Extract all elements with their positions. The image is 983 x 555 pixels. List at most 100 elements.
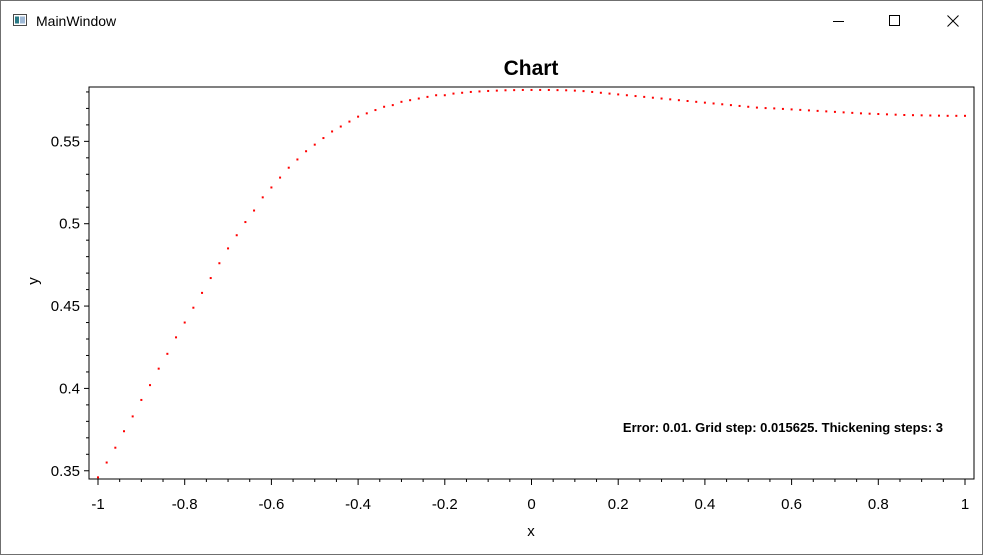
y-axis-title: y	[25, 277, 42, 285]
data-point	[582, 90, 585, 93]
data-point	[599, 91, 602, 94]
x-tick-label: -1	[91, 496, 104, 513]
data-point	[929, 114, 932, 117]
data-point	[721, 103, 724, 106]
data-point	[339, 125, 342, 128]
data-point	[183, 321, 186, 324]
data-point	[123, 430, 126, 433]
y-axis: 0.35 0.4 0.45 0.5 0.55	[51, 91, 89, 480]
data-point	[131, 415, 134, 418]
data-point	[547, 88, 550, 91]
data-point	[903, 114, 906, 116]
data-point	[201, 291, 204, 294]
data-point	[634, 95, 637, 98]
data-point	[764, 107, 767, 110]
data-point	[391, 104, 394, 107]
data-point	[114, 446, 117, 449]
data-point	[937, 114, 940, 117]
data-point	[643, 95, 646, 98]
data-point	[105, 461, 108, 464]
data-point	[461, 91, 464, 94]
y-tick-label: 0.55	[51, 133, 80, 150]
data-point	[729, 104, 732, 107]
data-point	[660, 97, 663, 100]
data-point	[964, 114, 966, 117]
data-point	[825, 110, 828, 113]
data-point	[331, 130, 334, 133]
minimize-button[interactable]	[816, 1, 862, 41]
data-point	[435, 94, 438, 97]
data-point	[400, 100, 403, 103]
data-point	[686, 100, 689, 102]
data-point	[677, 99, 680, 102]
data-point	[703, 101, 706, 104]
data-point	[409, 99, 412, 102]
data-point	[235, 234, 238, 237]
data-point	[573, 89, 576, 92]
close-button[interactable]	[930, 1, 976, 41]
chart: Chart 0.350.40.450.50.55 -1 -0.8 -0.6 -0.4-…	[25, 57, 975, 540]
data-point	[443, 94, 446, 97]
data-point	[261, 196, 264, 199]
y-tick-label: 0.5	[59, 216, 80, 233]
x-tick-label: -0.2	[432, 496, 458, 513]
data-point	[296, 158, 299, 161]
data-point	[738, 104, 741, 107]
data-point	[374, 109, 377, 112]
data-point	[383, 105, 386, 108]
data-point	[911, 114, 914, 117]
data-point	[530, 88, 533, 91]
data-point	[625, 94, 628, 97]
data-point	[859, 112, 862, 115]
data-point	[955, 114, 958, 117]
data-point	[807, 109, 810, 112]
data-point	[877, 113, 880, 116]
y-tick-label: 0.45	[51, 298, 80, 315]
x-tick-label: 0.8	[868, 496, 889, 513]
data-point	[617, 93, 620, 96]
data-point	[816, 109, 819, 112]
data-point	[253, 209, 256, 212]
data-point	[97, 476, 99, 479]
data-point	[227, 247, 230, 250]
data-point	[279, 176, 282, 179]
data-point	[591, 90, 594, 93]
data-point	[833, 110, 836, 113]
data-point	[885, 113, 888, 116]
data-series	[97, 88, 966, 479]
data-point	[651, 96, 654, 99]
x-tick-label: -0.4	[345, 496, 371, 513]
data-point	[149, 384, 152, 387]
data-point	[712, 102, 715, 105]
app-icon	[13, 14, 27, 26]
data-point	[175, 336, 178, 339]
maximize-button[interactable]	[872, 1, 918, 41]
title-bar[interactable]: MainWindow	[1, 1, 982, 41]
data-point	[357, 115, 360, 118]
data-point	[313, 143, 316, 146]
data-point	[513, 89, 516, 92]
data-point	[868, 112, 871, 115]
data-point	[270, 186, 273, 189]
data-point	[218, 262, 221, 265]
x-tick-label: -0.6	[258, 496, 284, 513]
data-point	[244, 221, 247, 224]
data-point	[157, 367, 160, 370]
data-point	[305, 150, 308, 153]
x-tick-label: 0.6	[781, 496, 802, 513]
data-point	[781, 107, 784, 110]
data-point	[669, 98, 672, 101]
data-point	[478, 90, 481, 93]
minimize-icon	[833, 21, 844, 22]
data-point	[166, 352, 169, 355]
data-point	[946, 114, 949, 117]
x-tick-label: -0.8	[172, 496, 198, 513]
x-tick-label: 0	[527, 496, 535, 513]
x-tick-label: 0.4	[694, 496, 715, 513]
data-point	[487, 89, 490, 92]
data-point	[452, 92, 455, 95]
y-tick-label: 0.35	[51, 463, 80, 480]
chart-annotation: Error: 0.01. Grid step: 0.015625. Thicke…	[623, 420, 943, 435]
data-point	[504, 89, 507, 92]
